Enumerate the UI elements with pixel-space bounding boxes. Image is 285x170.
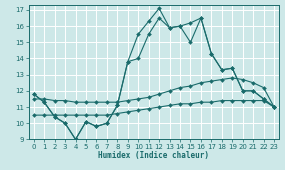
X-axis label: Humidex (Indice chaleur): Humidex (Indice chaleur) bbox=[98, 151, 209, 160]
